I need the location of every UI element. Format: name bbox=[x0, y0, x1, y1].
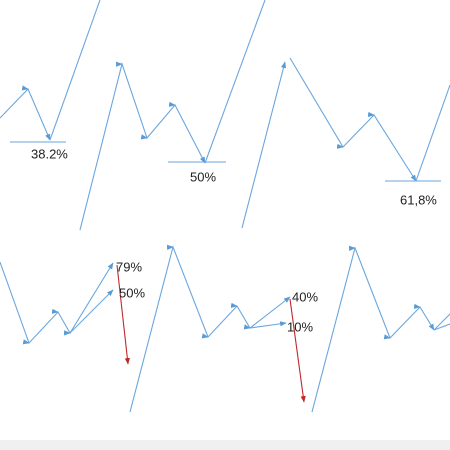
zigzag bbox=[129, 244, 291, 413]
zigzag bbox=[433, 323, 450, 331]
zigzag bbox=[49, 0, 101, 141]
zigzag bbox=[69, 289, 114, 334]
projection-arrow bbox=[116, 264, 130, 365]
level-label: 61,8% bbox=[400, 192, 437, 207]
projection-arrow bbox=[289, 298, 306, 403]
zigzag bbox=[249, 321, 287, 329]
zigzag bbox=[415, 84, 450, 182]
level-label: 50% bbox=[119, 285, 145, 300]
zigzag bbox=[0, 261, 114, 345]
zigzag bbox=[433, 313, 450, 331]
zigzag bbox=[289, 57, 417, 182]
status-bar bbox=[0, 440, 450, 450]
level-label: 50% bbox=[190, 169, 216, 184]
level-label: 79% bbox=[116, 259, 142, 274]
level-label: 40% bbox=[292, 289, 318, 304]
zigzag bbox=[204, 0, 266, 164]
zigzag bbox=[0, 85, 51, 141]
level-label: 10% bbox=[287, 319, 313, 334]
zigzag bbox=[241, 61, 287, 229]
level-label: 38.2% bbox=[31, 146, 68, 161]
zigzag bbox=[311, 245, 435, 413]
zigzag bbox=[79, 61, 206, 231]
